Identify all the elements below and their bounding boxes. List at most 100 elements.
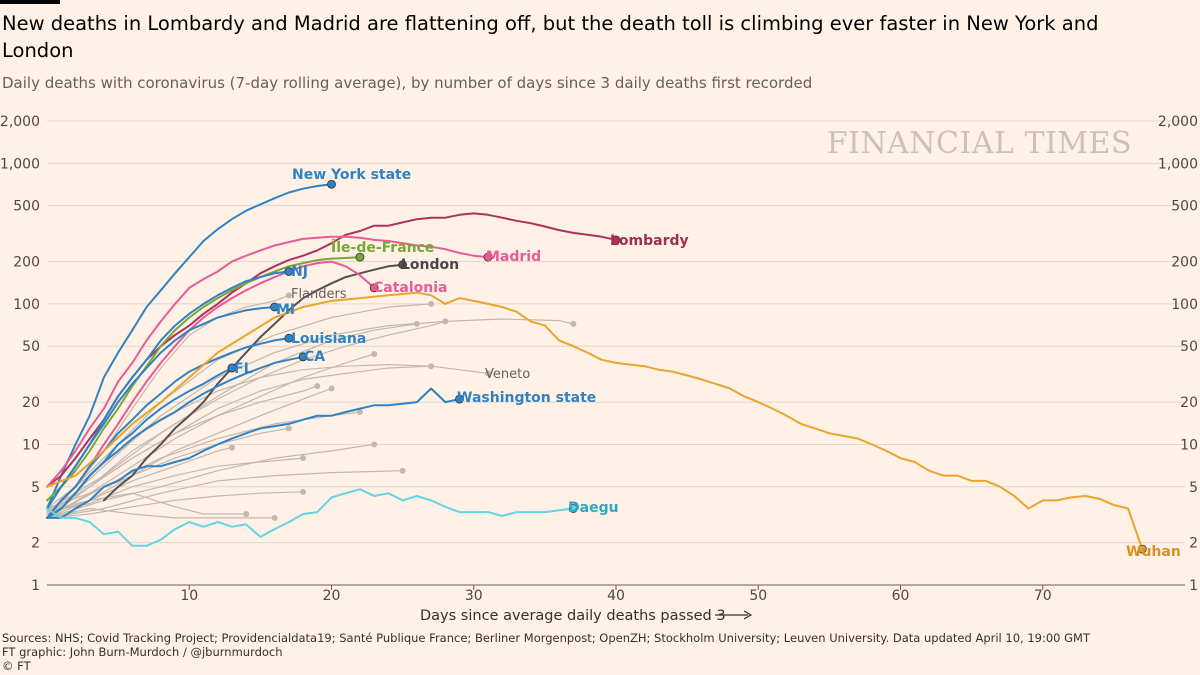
- series-endpoint-other: [371, 350, 378, 357]
- series-line-other: [46, 385, 318, 513]
- footer-copyright: © FT: [2, 659, 31, 673]
- series-labels: New York state Lombardy Madrid Île-de-Franc…: [234, 167, 1181, 560]
- series-endpoint-other: [399, 467, 406, 474]
- x-axis: 10 20 30 40 50 60 70: [180, 585, 1052, 604]
- series-line-other: [46, 507, 276, 519]
- series-line-nj: [46, 270, 290, 510]
- y-tick-label-left: 50: [22, 339, 40, 355]
- series-line-other: [46, 492, 247, 515]
- series-label-flanders: Flanders: [291, 287, 347, 302]
- series-endpoint-other: [271, 514, 278, 521]
- series-line-washington-state: [46, 387, 461, 519]
- series-line-other: [46, 457, 304, 513]
- series-endpoint-london: [398, 260, 408, 270]
- x-tick-label: 30: [465, 588, 483, 604]
- y-axis-right: 1 2 5 10 20 50 100 200 500 1,000 2,000: [1158, 114, 1198, 594]
- series-label-madrid: Madrid: [486, 249, 541, 265]
- y-tick-label-right: 200: [1171, 255, 1198, 271]
- gridlines: [47, 120, 1185, 586]
- y-tick-label-left: 1,000: [0, 156, 40, 172]
- series-endpoint-other: [300, 488, 307, 495]
- series-label-fl: FL: [234, 361, 253, 377]
- series-endpoint-other: [314, 383, 321, 390]
- x-tick-label: 10: [180, 588, 198, 604]
- y-tick-label-left: 2,000: [0, 114, 40, 130]
- series-endpoint-other: [428, 363, 435, 370]
- x-tick-label: 70: [1034, 588, 1052, 604]
- series-label-catalonia: Catalonia: [373, 280, 448, 296]
- series-endpoint-other: [413, 320, 420, 327]
- y-tick-label-left: 20: [22, 395, 40, 411]
- series-label-louisiana: Louisiana: [291, 331, 366, 347]
- series-label-le-de-france: Île-de-France: [331, 239, 434, 256]
- series-line-wuhan: [46, 291, 1144, 551]
- x-axis-title: Days since average daily deaths passed 3: [420, 608, 753, 624]
- series-endpoint-lombardy: [611, 235, 621, 245]
- x-axis-title-text: Days since average daily deaths passed 3: [420, 608, 726, 624]
- series-label-london: London: [401, 257, 459, 273]
- y-tick-label-left: 10: [22, 437, 40, 453]
- series-line-other: [46, 470, 404, 519]
- series-line-fl: [46, 367, 233, 519]
- series-endpoint-other: [428, 300, 435, 307]
- y-tick-label-right: 5: [1189, 480, 1198, 496]
- series-endpoint-le-de-france: [355, 252, 365, 262]
- top-accent-bar: [0, 0, 60, 4]
- series-endpoint-other: [328, 385, 335, 392]
- series-line-london: [102, 263, 404, 502]
- series-endpoint-nj: [284, 267, 294, 276]
- series-label-veneto: Veneto: [485, 367, 530, 382]
- series-endpoint-other: [356, 409, 363, 416]
- series-label-lombardy: Lombardy: [610, 233, 689, 249]
- footer-credit: FT graphic: John Burn-Murdoch / @jburnmu…: [2, 645, 283, 659]
- footer: Sources: NHS; Covid Tracking Project; Pr…: [2, 631, 1192, 673]
- y-tick-label-right: 10: [1180, 437, 1198, 453]
- x-tick-label: 50: [749, 588, 767, 604]
- series-label-new-york-state: New York state: [292, 167, 411, 183]
- series-line-mi: [46, 306, 276, 510]
- y-tick-label-right: 2,000: [1158, 114, 1198, 130]
- series-line-le-de-france: [46, 256, 361, 502]
- y-tick-label-right: 1,000: [1158, 156, 1198, 172]
- series-label-nj: NJ: [291, 264, 308, 280]
- series-endpoint-fl: [227, 363, 237, 373]
- series-line-madrid: [46, 235, 489, 488]
- series-label-wuhan: Wuhan: [1126, 544, 1181, 560]
- series-endpoint-other: [300, 455, 307, 462]
- series-line-new-york-state: [46, 183, 333, 510]
- series-line-daegu: [46, 488, 575, 547]
- series-endpoint-other: [243, 510, 250, 517]
- series-endpoint-ca: [298, 352, 308, 362]
- y-tick-label-left: 100: [13, 297, 40, 313]
- series-label-washington-state: Washington state: [457, 390, 596, 406]
- x-tick-label: 20: [323, 588, 341, 604]
- series-lines: [46, 179, 1147, 554]
- chart-title: New deaths in Lombardy and Madrid are fl…: [2, 12, 1099, 62]
- ft-brand-watermark: FINANCIAL TIMES: [827, 126, 1132, 161]
- y-tick-label-left: 1: [31, 578, 40, 594]
- series-endpoint-new-york-state: [327, 179, 336, 189]
- series-endpoint-other: [228, 444, 235, 451]
- x-tick-label: 40: [607, 588, 625, 604]
- series-endpoint-other: [371, 441, 378, 448]
- series-endpoint-daegu: [568, 504, 578, 513]
- chart-subtitle: Daily deaths with coronavirus (7-day rol…: [2, 74, 813, 92]
- y-tick-label-right: 2: [1189, 536, 1198, 552]
- series-label-daegu: Daegu: [568, 500, 619, 516]
- series-endpoint-other: [442, 318, 449, 325]
- series-line-other: [46, 323, 418, 511]
- y-tick-label-right: 20: [1180, 395, 1198, 411]
- series-endpoint-other: [285, 425, 292, 432]
- x-axis-arrow-head: [743, 610, 753, 620]
- series-line-louisiana: [46, 337, 290, 519]
- y-tick-label-right: 50: [1180, 339, 1198, 355]
- y-tick-label-left: 5: [31, 480, 40, 496]
- series-endpoint-veneto: [484, 370, 491, 377]
- series-endpoint-wuhan: [1137, 544, 1147, 554]
- series-label-ca: CA: [304, 349, 325, 365]
- series-endpoint-flanders: [285, 292, 292, 299]
- y-tick-label-right: 1: [1189, 578, 1198, 594]
- series-endpoint-washington-state: [455, 394, 464, 404]
- series-endpoint-mi: [270, 302, 280, 312]
